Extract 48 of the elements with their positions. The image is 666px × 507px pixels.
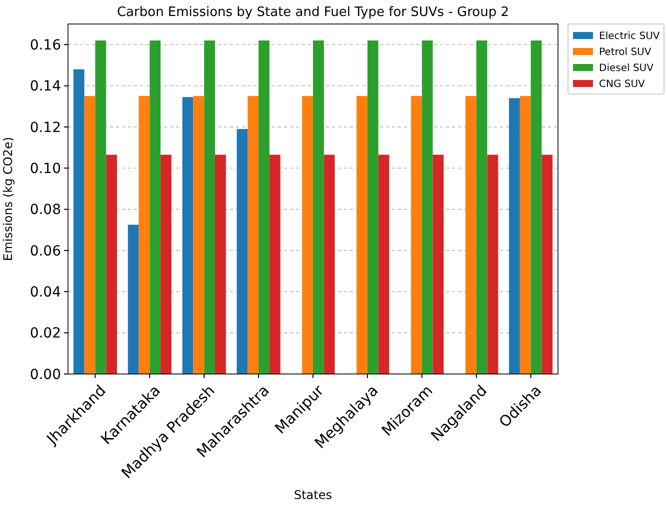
- bar: [520, 96, 531, 374]
- bar: [138, 96, 150, 374]
- bar: [193, 96, 204, 374]
- legend-label: Electric SUV: [599, 31, 660, 42]
- bar: [476, 40, 488, 374]
- bar: [204, 40, 215, 374]
- bar: [378, 154, 390, 374]
- bar: [258, 40, 270, 374]
- bar: [106, 154, 117, 374]
- bar: [530, 40, 542, 374]
- bar: [150, 40, 161, 374]
- legend-label: Petrol SUV: [599, 47, 652, 58]
- x-axis-title: States: [294, 488, 332, 502]
- bar: [269, 154, 280, 374]
- y-tick-label: 0.16: [30, 37, 62, 54]
- bar: [487, 154, 498, 374]
- bar: [84, 96, 96, 374]
- bar: [182, 97, 194, 374]
- y-tick-label: 0.06: [30, 243, 62, 260]
- bar: [422, 40, 433, 374]
- bar: [411, 96, 422, 374]
- bar: [313, 40, 324, 374]
- legend-label: Diesel SUV: [599, 63, 654, 74]
- y-axis-title: Emissions (kg CO2e): [1, 136, 15, 262]
- y-tick-label: 0.14: [30, 78, 62, 95]
- bar: [73, 69, 84, 374]
- chart-title: Carbon Emissions by State and Fuel Type for SUVs - Group 2: [116, 5, 510, 20]
- bar: [542, 154, 553, 374]
- bar: [324, 154, 335, 374]
- legend-label: CNG SUV: [599, 79, 646, 90]
- bar: [356, 96, 368, 374]
- y-tick-label: 0.10: [30, 161, 61, 178]
- bar: [509, 98, 520, 374]
- bar: [367, 40, 378, 374]
- bar: [215, 154, 226, 374]
- y-tick-label: 0.12: [30, 120, 61, 136]
- bar: [248, 96, 259, 374]
- bar: [302, 96, 313, 374]
- y-tick-label: 0.00: [30, 366, 61, 383]
- bar: [95, 40, 106, 374]
- bar: [128, 224, 139, 374]
- y-tick-label: 0.02: [30, 326, 61, 342]
- bar: [160, 154, 172, 374]
- y-tick-label: 0.04: [30, 284, 62, 301]
- bar: [236, 129, 248, 374]
- bar: [465, 96, 476, 374]
- bar: [432, 154, 444, 374]
- y-tick-label: 0.08: [30, 202, 61, 218]
